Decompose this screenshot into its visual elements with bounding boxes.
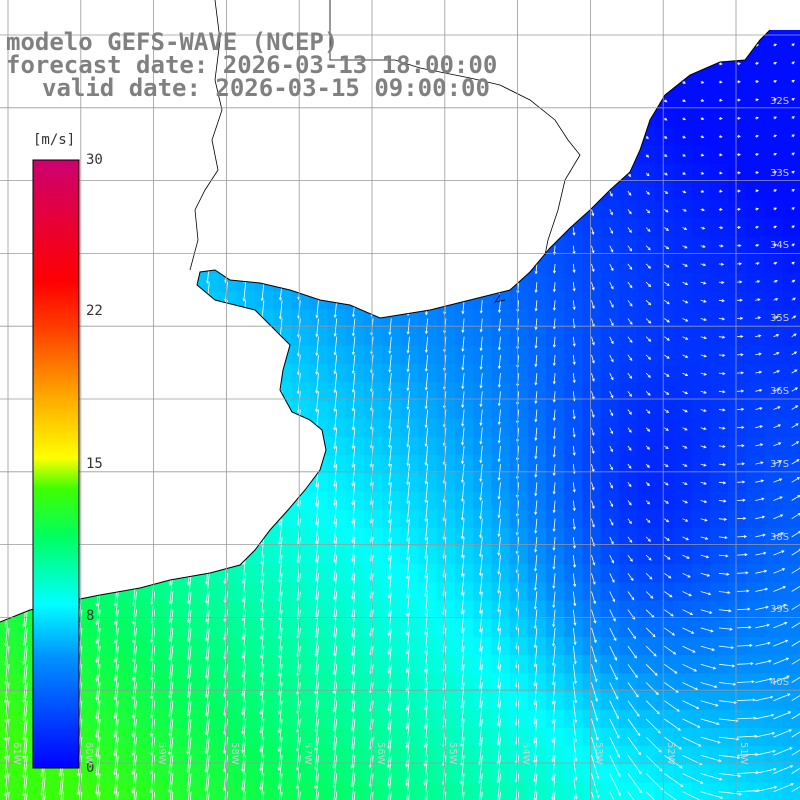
longitude-label: 56W: [375, 742, 386, 765]
colorbar-tick: 8: [86, 608, 95, 624]
forecast-date: forecast date: 2026-03-13 18:00:00: [6, 51, 498, 79]
longitude-label: 55W: [447, 742, 458, 765]
latitude-label: 36S: [770, 386, 790, 397]
colorbar: [32, 159, 80, 769]
longitude-label: 60W: [83, 742, 94, 765]
latitude-label: 40S: [770, 677, 790, 688]
valid-date: valid date: 2026-03-15 09:00:00: [42, 74, 490, 102]
longitude-label: 61W: [11, 742, 22, 765]
latitude-label: 32S: [770, 96, 790, 107]
model-title: modelo GEFS-WAVE (NCEP): [6, 28, 339, 56]
longitude-label: 59W: [156, 742, 167, 765]
colorbar-tick: 15: [86, 456, 103, 472]
longitude-label: 52W: [665, 742, 676, 765]
latitude-label: 37S: [770, 459, 790, 470]
colorbar-unit: [m/s]: [33, 132, 76, 148]
latitude-label: 33S: [770, 168, 790, 179]
longitude-label: 53W: [593, 742, 604, 765]
latitude-label: 35S: [770, 313, 790, 324]
land-area: [0, 0, 800, 622]
longitude-label: 57W: [302, 742, 313, 765]
longitude-label: 51W: [738, 742, 749, 765]
latitude-label: 38S: [770, 532, 790, 543]
country-border: [189, 0, 581, 303]
colorbar-tick: 0: [86, 760, 95, 776]
longitude-label: 58W: [229, 742, 240, 765]
longitude-label: 54W: [520, 742, 531, 765]
colorbar-tick: 30: [86, 152, 103, 168]
coastline: [0, 29, 771, 623]
latitude-label: 34S: [770, 240, 790, 251]
colorbar-tick: 22: [86, 303, 103, 319]
latitude-label: 39S: [770, 604, 790, 615]
